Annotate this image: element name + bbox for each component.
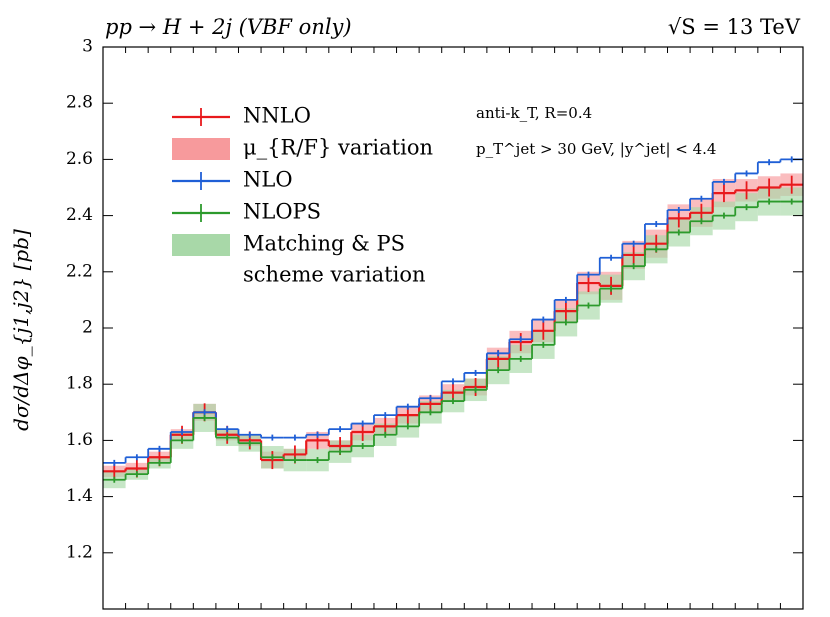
legend-label: NLOPS xyxy=(243,200,321,224)
legend-label: μ_{R/F} variation xyxy=(243,136,433,160)
y-tick-label: 2.2 xyxy=(66,261,93,281)
y-tick-label: 2.8 xyxy=(66,93,93,113)
lines xyxy=(103,156,803,483)
legend-label: NLO xyxy=(243,168,293,192)
annotation: anti-k_T, R=0.4 xyxy=(476,104,592,122)
y-tick-label: 3 xyxy=(82,37,93,57)
y-tick-label: 1.4 xyxy=(66,486,93,506)
y-axis-label: dσ/dΔφ_{j1,j2} [pb] xyxy=(9,229,33,431)
legend-band xyxy=(172,234,230,256)
legend-label: scheme variation xyxy=(243,263,426,287)
y-tick-label: 2 xyxy=(82,318,93,338)
legend-band xyxy=(172,138,230,160)
annotation: p_T^jet > 30 GeV, |y^jet| < 4.4 xyxy=(476,140,716,158)
y-tick-label: 2.4 xyxy=(66,205,93,225)
chart-title: pp → H + 2j (VBF only) xyxy=(105,15,352,39)
plot-frame xyxy=(102,46,804,610)
y-tick-label: 1.6 xyxy=(66,430,93,450)
legend-label: NNLO xyxy=(243,104,311,128)
y-tick-label: 1.8 xyxy=(66,374,93,394)
y-tick-label: 1.2 xyxy=(66,542,93,562)
y-tick-label: 2.6 xyxy=(66,149,93,169)
legend-label: Matching & PS xyxy=(243,232,405,256)
chart-subtitle: √S = 13 TeV xyxy=(668,15,801,39)
